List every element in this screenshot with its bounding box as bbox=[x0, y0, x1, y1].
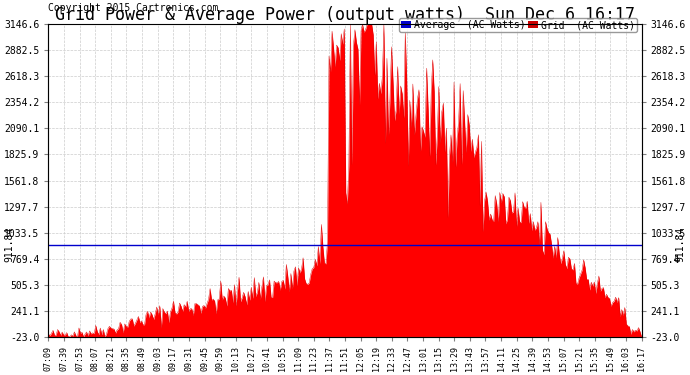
Text: Copyright 2015 Cartronics.com: Copyright 2015 Cartronics.com bbox=[48, 3, 219, 13]
Text: 911.84: 911.84 bbox=[5, 227, 14, 262]
Legend: Average  (AC Watts), Grid  (AC Watts): Average (AC Watts), Grid (AC Watts) bbox=[399, 18, 637, 32]
Text: 911.84: 911.84 bbox=[676, 227, 685, 262]
Title: Grid Power & Average Power (output watts)  Sun Dec 6 16:17: Grid Power & Average Power (output watts… bbox=[55, 6, 635, 24]
